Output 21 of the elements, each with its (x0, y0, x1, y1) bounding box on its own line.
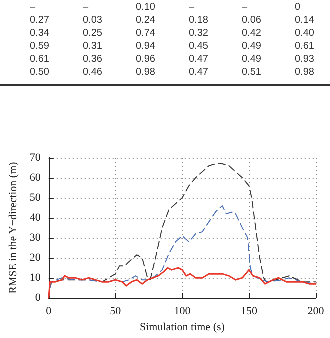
text: 0.59 0.31 0.94 0.45 0.49 0.61 (30, 41, 314, 52)
y-tick-label: 20 (30, 252, 42, 264)
text: 0.34 0.25 0.74 0.32 0.42 0.40 (30, 28, 314, 39)
x-tick-label: 200 (308, 306, 325, 318)
y-tick-label: 40 (30, 212, 42, 224)
y-tick-label: 10 (30, 272, 42, 284)
x-axis-title: Simulation time (s) (140, 322, 226, 334)
text: – – 0.10 – – 0 (30, 2, 301, 13)
text: 0.61 0.36 0.96 0.47 0.49 0.93 (30, 54, 314, 65)
y-tick-label: 60 (30, 172, 42, 184)
y-tick-label: 0 (35, 292, 42, 304)
text: 0.50 0.46 0.98 0.47 0.51 0.98 (30, 67, 314, 78)
text: 0.27 0.03 0.24 0.18 0.06 0.14 (30, 15, 314, 26)
y-tick-label: 70 (30, 152, 42, 164)
x-tick-label: 150 (240, 306, 258, 318)
y-tick-label: 50 (30, 192, 42, 204)
y-tick-label: 30 (30, 232, 42, 244)
y-axis-title: RMSE in the Y−direction (m) (8, 162, 20, 294)
x-tick-label: 0 (46, 306, 52, 318)
x-tick-label: 50 (110, 306, 122, 318)
x-tick-label: 100 (174, 306, 192, 318)
